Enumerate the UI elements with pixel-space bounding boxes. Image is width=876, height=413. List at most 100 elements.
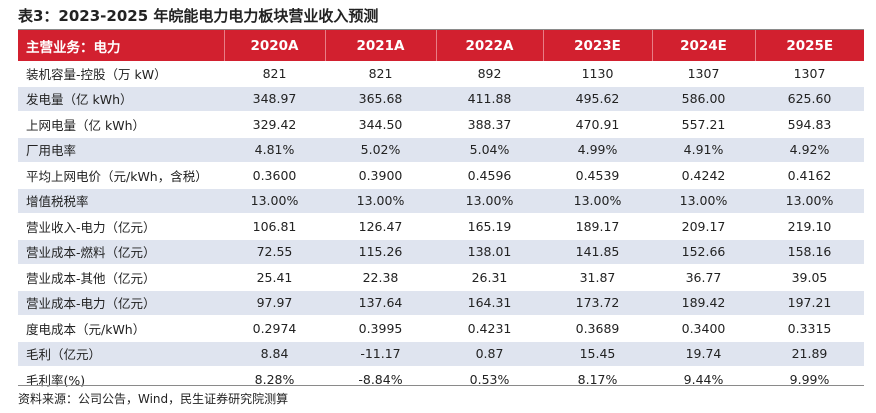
row-label-cell: 上网电量（亿 kWh） xyxy=(18,111,224,138)
value-cell: 22.38 xyxy=(325,264,436,291)
table-row: 厂用电率 4.81% 5.02% 5.04% 4.99% 4.91% 4.92% xyxy=(18,137,864,163)
row-label-cell: 毛利率(%) xyxy=(18,366,224,393)
value-cell: 189.42 xyxy=(652,290,755,316)
value-cell: 0.2974 xyxy=(224,315,325,342)
value-cell: 115.26 xyxy=(325,239,436,265)
value-cell: 13.00% xyxy=(652,188,755,214)
value-cell: 1130 xyxy=(543,61,652,87)
value-cell: 0.3600 xyxy=(224,162,325,189)
row-label-cell: 厂用电率 xyxy=(18,137,224,163)
value-cell: 821 xyxy=(224,61,325,87)
table-body: 装机容量-控股（万 kW） 821 821 892 1130 1307 1307 发电量（亿 … xyxy=(18,61,864,393)
value-cell: 106.81 xyxy=(224,213,325,240)
value-cell: 4.91% xyxy=(652,137,755,163)
value-cell: 8.28% xyxy=(224,366,325,393)
value-cell: 0.3689 xyxy=(543,315,652,342)
value-cell: 9.44% xyxy=(652,366,755,393)
value-cell: 137.64 xyxy=(325,290,436,316)
value-cell: 13.00% xyxy=(543,188,652,214)
header-cell-2020a: 2020A xyxy=(223,30,325,61)
value-cell: 152.66 xyxy=(652,239,755,265)
value-cell: 21.89 xyxy=(755,341,864,367)
value-cell: 0.87 xyxy=(436,341,543,367)
value-cell: 4.99% xyxy=(543,137,652,163)
value-cell: 8.17% xyxy=(543,366,652,393)
value-cell: 495.62 xyxy=(543,86,652,112)
row-label-cell: 度电成本（元/kWh） xyxy=(18,315,224,342)
value-cell: 13.00% xyxy=(325,188,436,214)
table-row: 营业成本-燃料（亿元） 72.55 115.26 138.01 141.85 152.66… xyxy=(18,239,864,265)
value-cell: 0.4162 xyxy=(755,162,864,189)
value-cell: 13.00% xyxy=(436,188,543,214)
value-cell: 0.4231 xyxy=(436,315,543,342)
row-label-cell: 营业成本-其他（亿元） xyxy=(18,264,224,291)
value-cell: 586.00 xyxy=(652,86,755,112)
value-cell: 821 xyxy=(325,61,436,87)
value-cell: 13.00% xyxy=(755,188,864,214)
table-row: 毛利率(%) 8.28% -8.84% 0.53% 8.17% 9.44% 9.99% xyxy=(18,366,864,393)
value-cell: 5.04% xyxy=(436,137,543,163)
value-cell: 344.50 xyxy=(325,111,436,138)
value-cell: 164.31 xyxy=(436,290,543,316)
header-cell-2022a: 2022A xyxy=(435,30,543,61)
table-row: 度电成本（元/kWh） 0.2974 0.3995 0.4231 0.3689 0.340… xyxy=(18,315,864,342)
value-cell: 892 xyxy=(436,61,543,87)
value-cell: 1307 xyxy=(755,61,864,87)
row-label-cell: 增值税税率 xyxy=(18,188,224,214)
table-row: 装机容量-控股（万 kW） 821 821 892 1130 1307 1307 xyxy=(18,61,864,87)
value-cell: 9.99% xyxy=(755,366,864,393)
value-cell: 5.02% xyxy=(325,137,436,163)
value-cell: 189.17 xyxy=(543,213,652,240)
row-label-cell: 营业成本-燃料（亿元） xyxy=(18,239,224,265)
bottom-rule xyxy=(18,385,864,386)
value-cell: 411.88 xyxy=(436,86,543,112)
table-row: 毛利（亿元） 8.84 -11.17 0.87 15.45 19.74 21.89 xyxy=(18,341,864,367)
value-cell: 19.74 xyxy=(652,341,755,367)
value-cell: 348.97 xyxy=(224,86,325,112)
value-cell: 0.53% xyxy=(436,366,543,393)
row-label-cell: 装机容量-控股（万 kW） xyxy=(18,61,224,87)
row-label-cell: 平均上网电价（元/kWh，含税） xyxy=(18,162,224,189)
table-row: 平均上网电价（元/kWh，含税） 0.3600 0.3900 0.4596 0.4539… xyxy=(18,162,864,189)
value-cell: 13.00% xyxy=(224,188,325,214)
table-row: 发电量（亿 kWh） 348.97 365.68 411.88 495.62 586.00… xyxy=(18,86,864,112)
value-cell: 0.4596 xyxy=(436,162,543,189)
value-cell: 557.21 xyxy=(652,111,755,138)
table-row: 营业收入-电力（亿元） 106.81 126.47 165.19 189.17 209.1… xyxy=(18,213,864,240)
value-cell: 329.42 xyxy=(224,111,325,138)
value-cell: 0.3995 xyxy=(325,315,436,342)
row-label-cell: 发电量（亿 kWh） xyxy=(18,86,224,112)
value-cell: 25.41 xyxy=(224,264,325,291)
value-cell: 0.4242 xyxy=(652,162,755,189)
value-cell: 173.72 xyxy=(543,290,652,316)
value-cell: 8.84 xyxy=(224,341,325,367)
value-cell: 158.16 xyxy=(755,239,864,265)
value-cell: 209.17 xyxy=(652,213,755,240)
header-cell-2023e: 2023E xyxy=(542,30,652,61)
value-cell: 219.10 xyxy=(755,213,864,240)
table-row: 营业成本-其他（亿元） 25.41 22.38 26.31 31.87 36.77 39.0… xyxy=(18,264,864,291)
table-row: 增值税税率 13.00% 13.00% 13.00% 13.00% 13.00% 13.00… xyxy=(18,188,864,214)
value-cell: 0.3315 xyxy=(755,315,864,342)
value-cell: 39.05 xyxy=(755,264,864,291)
value-cell: 15.45 xyxy=(543,341,652,367)
top-rule xyxy=(18,29,864,30)
row-label-cell: 毛利（亿元） xyxy=(18,341,224,367)
value-cell: 72.55 xyxy=(224,239,325,265)
row-label-cell: 营业成本-电力（亿元） xyxy=(18,290,224,316)
value-cell: 197.21 xyxy=(755,290,864,316)
value-cell: 470.91 xyxy=(543,111,652,138)
value-cell: 365.68 xyxy=(325,86,436,112)
value-cell: 625.60 xyxy=(755,86,864,112)
revenue-forecast-table: 主营业务：电力 2020A 2021A 2022A 2023E 2024E 20… xyxy=(18,30,864,393)
header-cell-2025e: 2025E xyxy=(754,30,864,61)
value-cell: 4.81% xyxy=(224,137,325,163)
value-cell: 594.83 xyxy=(755,111,864,138)
value-cell: 97.97 xyxy=(224,290,325,316)
value-cell: -8.84% xyxy=(325,366,436,393)
value-cell: 36.77 xyxy=(652,264,755,291)
header-cell-2021a: 2021A xyxy=(324,30,436,61)
table-row: 上网电量（亿 kWh） 329.42 344.50 388.37 470.91 557.2… xyxy=(18,111,864,138)
table-header: 主营业务：电力 2020A 2021A 2022A 2023E 2024E 20… xyxy=(18,30,864,61)
